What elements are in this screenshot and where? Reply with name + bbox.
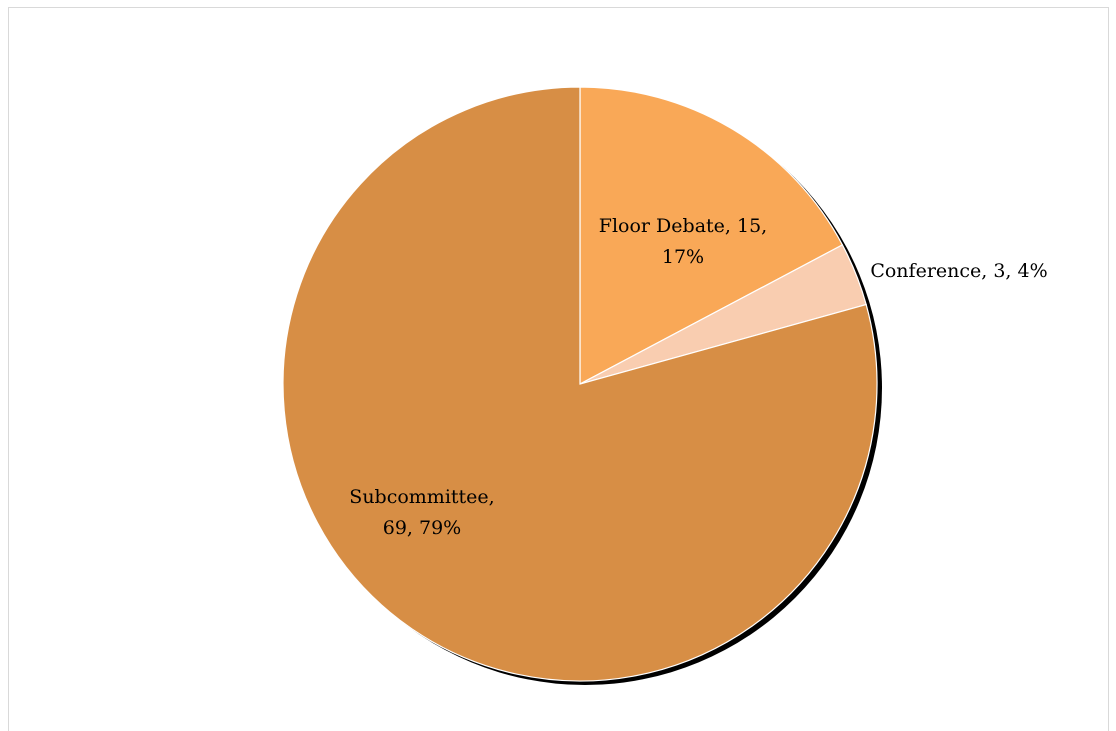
data-label-conference: Conference, 3, 4%	[870, 260, 1047, 282]
chart-frame	[8, 7, 1109, 731]
data-label-floor-debate: Floor Debate, 15, 17%	[599, 215, 767, 268]
data-label-subcommittee: Subcommittee, 69, 79%	[349, 486, 494, 539]
pie-slice-subcommittee	[282, 86, 878, 682]
pie-slice-floor-debate	[579, 86, 844, 385]
pie-labels: Floor Debate, 15, 17% Conference, 3, 4% Sub…	[349, 215, 1047, 539]
pie-slices	[282, 86, 878, 682]
